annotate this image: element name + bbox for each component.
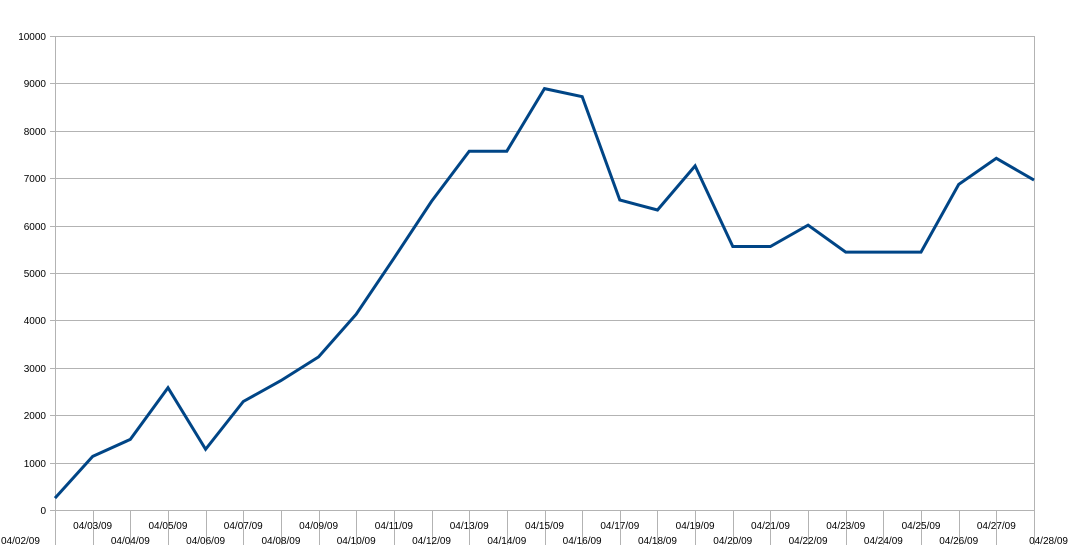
- y-tick-label: 1000: [24, 459, 47, 470]
- y-tick-label: 4000: [24, 316, 47, 327]
- x-tick-label: 04/16/09: [563, 536, 602, 547]
- x-tick-label: 04/24/09: [864, 536, 903, 547]
- x-tick-label: 04/12/09: [412, 536, 451, 547]
- x-tick-label: 04/09/09: [299, 521, 338, 532]
- x-tick-label: 04/05/09: [148, 521, 187, 532]
- x-tick-label: 04/18/09: [638, 536, 677, 547]
- y-tick-label: 2000: [24, 411, 47, 422]
- x-tick-label: 04/02/09: [1, 536, 40, 547]
- x-tick-label: 04/14/09: [487, 536, 526, 547]
- x-tick-label: 04/06/09: [186, 536, 225, 547]
- y-tick-label: 7000: [24, 174, 47, 185]
- x-tick-label: 04/19/09: [676, 521, 715, 532]
- x-tick-label: 04/21/09: [751, 521, 790, 532]
- x-tick-label: 04/04/09: [111, 536, 150, 547]
- x-tick-label: 04/03/09: [73, 521, 112, 532]
- y-tick-label: 9000: [24, 79, 47, 90]
- axes: [50, 36, 1035, 545]
- y-tick-label: 0: [40, 506, 46, 517]
- x-tick-label: 04/08/09: [261, 536, 300, 547]
- x-tick-label: 04/07/09: [224, 521, 263, 532]
- y-tick-label: 8000: [24, 127, 47, 138]
- y-axis-tick-labels: 0 1000 2000 3000 4000 5000 6000 7000 8000 9000 100…: [18, 32, 46, 517]
- x-tick-label: 04/23/09: [826, 521, 865, 532]
- x-tick-label: 04/11/09: [375, 521, 414, 532]
- x-tick-label: 04/26/09: [939, 536, 978, 547]
- x-tick-label: 04/25/09: [902, 521, 941, 532]
- x-tick-label: 04/27/09: [977, 521, 1016, 532]
- y-tick-label: 10000: [18, 32, 46, 43]
- x-tick-label: 04/13/09: [450, 521, 489, 532]
- x-axis-tick-labels: 04/02/09 04/03/09 04/04/09 04/05/09 04/06/09…: [1, 521, 1068, 547]
- y-tick-label: 3000: [24, 364, 47, 375]
- x-tick-label: 04/15/09: [525, 521, 564, 532]
- x-tick-label: 04/17/09: [600, 521, 639, 532]
- series-lines: [53, 86, 1035, 500]
- y-tick-label: 5000: [24, 269, 47, 280]
- series-line-0: [53, 86, 1035, 500]
- x-tick-label: 04/20/09: [713, 536, 752, 547]
- x-tick-label: 04/22/09: [789, 536, 828, 547]
- y-tick-label: 6000: [24, 222, 47, 233]
- x-tick-label: 04/10/09: [337, 536, 376, 547]
- x-tick-label: 04/28/09: [1029, 536, 1068, 547]
- gridlines: [55, 36, 1034, 511]
